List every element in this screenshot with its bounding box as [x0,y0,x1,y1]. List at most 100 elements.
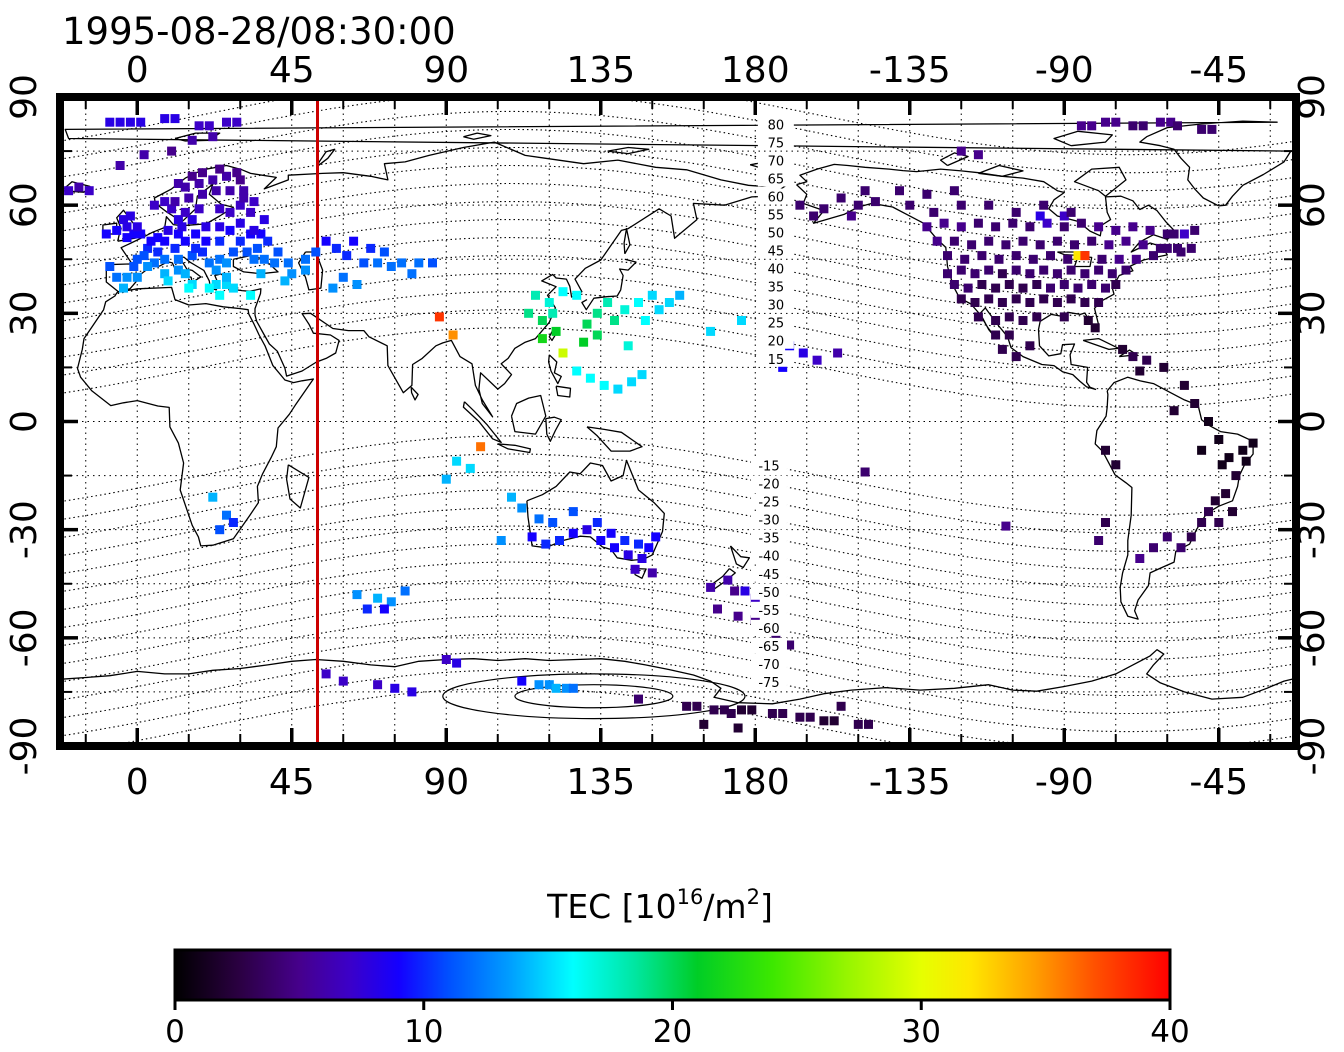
tec-point [640,316,650,325]
coastline [1094,376,1254,620]
tec-point [1228,507,1237,517]
tec-point [132,254,142,264]
tec-point [836,193,846,203]
coastline [939,152,969,167]
tec-point [222,117,231,127]
tec-point [723,575,733,585]
tec-point [1217,460,1227,470]
tec-point [853,719,863,729]
tec-point [321,236,331,246]
tec-point [967,240,977,250]
contour-label-bg [757,188,794,205]
contour-label-bg [757,314,794,331]
tec-point [170,243,180,253]
tec-point [870,197,880,207]
tec-point [719,705,729,715]
tec-point [1169,229,1179,239]
contour-label-bg [750,529,787,546]
tec-point [706,582,716,592]
colorbar-title-mid: /m [703,887,746,926]
tec-point [1018,283,1028,293]
tec-point [943,269,952,279]
tec-point [1101,117,1110,127]
tec-point [173,229,183,239]
lat-tick-label-left: -30 [4,500,45,559]
tec-point [129,262,139,271]
tec-point [836,701,846,711]
tec-point [627,377,637,387]
tec-point [949,280,959,289]
coastline [978,164,1024,177]
coastline [547,354,562,385]
contour-label: -15 [758,460,779,475]
tec-point [795,200,805,210]
tec-point [599,380,609,390]
lon-tick-label-bottom: 0 [126,762,149,803]
tec-point [997,344,1007,354]
tec-point [534,514,544,524]
contour-label: -65 [758,640,779,655]
tec-point [249,225,259,235]
tec-point [1028,254,1038,264]
tec-point [1214,435,1224,444]
tec-point [568,507,578,517]
contour-label: 50 [768,227,785,242]
tec-point [441,474,451,484]
tec-point [184,283,194,293]
colorbar-title-prefix: TEC [10 [546,887,676,926]
coastline [623,227,631,255]
tec-point [613,384,623,394]
contour-label-bg [750,547,787,564]
tec-point [1221,489,1231,499]
contour-label-bg [757,332,794,349]
tec-point [191,229,201,239]
tec-point [637,554,647,563]
tec-point [146,236,156,246]
tec-point [1204,507,1213,517]
lat-tick-label-right: -60 [1292,608,1333,667]
tec-point [1149,543,1158,553]
tec-point [1035,211,1045,221]
tec-point [84,186,94,196]
tec-point [534,680,544,690]
tec-point [1094,298,1104,307]
tec-point [634,539,643,549]
contour-line [114,687,912,747]
tec-point [809,211,819,221]
tec-point [1204,417,1213,426]
tec-point [125,117,135,127]
contour-label: 70 [768,154,785,169]
tec-point [853,200,863,210]
tec-point [139,150,149,160]
tec-point [386,597,396,607]
tec-point [860,467,870,477]
tec-point [1032,280,1042,289]
tec-point [1032,312,1042,322]
tec-point [1155,243,1165,253]
tec-point [634,694,643,704]
tec-point [180,236,190,246]
tec-point [235,200,245,210]
tec-point [359,258,369,268]
tec-point [1111,460,1121,470]
tec-point [651,532,661,542]
colorbar-bar [173,948,1172,1002]
tec-point [1131,254,1141,264]
tec-point [211,265,221,275]
tec-point [1076,218,1086,228]
lon-tick-label-top: -90 [1035,50,1094,91]
tec-point [991,222,1001,232]
tec-point [215,236,225,246]
tec-point [194,204,204,214]
tec-point [397,258,407,268]
tec-point [956,200,966,210]
contour-line [59,96,424,160]
tec-point [1155,117,1165,127]
tec-point [311,247,321,257]
tec-point [167,146,177,156]
lat-tick-label-right: 0 [1292,410,1333,433]
contour-label: 65 [768,172,785,187]
tec-point [1004,312,1014,322]
tec-point [829,716,839,726]
lat-tick-label-left: 30 [4,290,45,336]
